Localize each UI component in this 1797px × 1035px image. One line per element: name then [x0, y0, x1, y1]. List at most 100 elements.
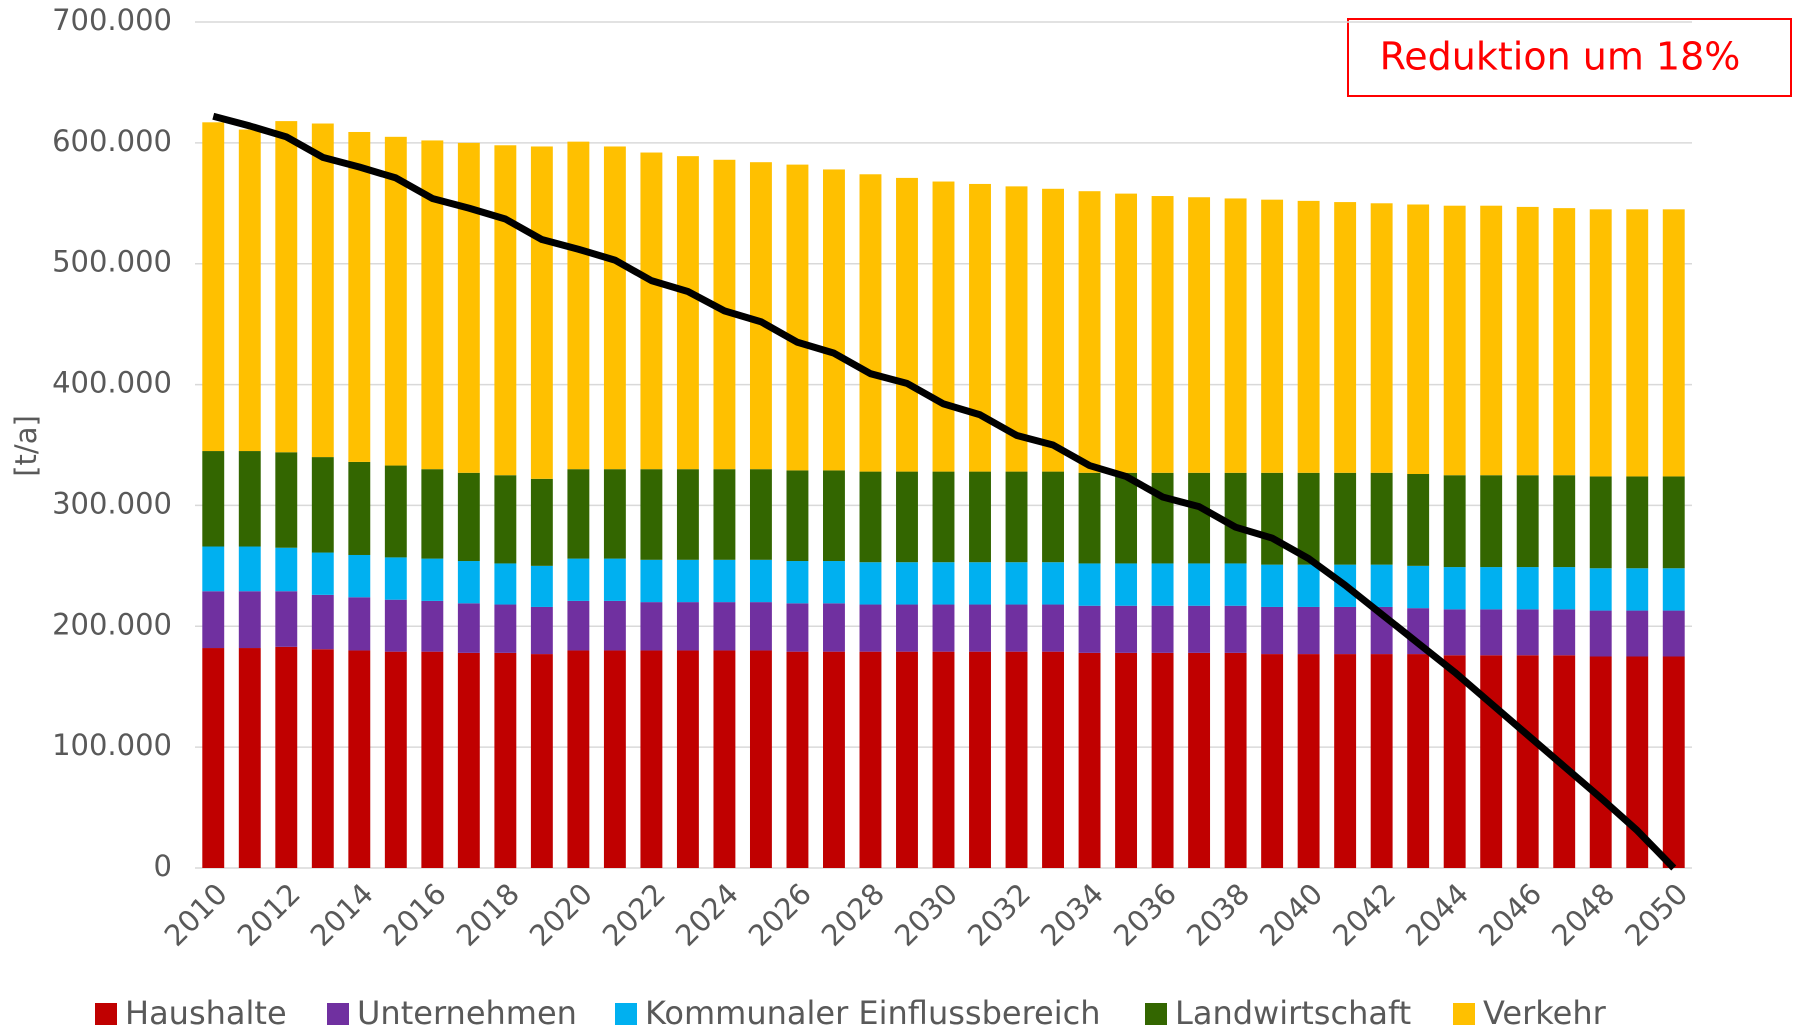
bar-segment — [1188, 605, 1211, 653]
bar-segment — [567, 558, 590, 601]
x-tick-label: 2024 — [669, 877, 745, 953]
bar-segment — [530, 146, 553, 479]
x-tick-label: 2044 — [1399, 877, 1475, 953]
bar-segment — [1626, 656, 1649, 868]
bar-segment — [1589, 209, 1612, 477]
x-tick-label: 2036 — [1107, 877, 1183, 953]
x-tick-label: 2046 — [1472, 877, 1548, 953]
bar-segment — [275, 547, 298, 592]
bar-segment — [530, 478, 553, 566]
bar-segment — [421, 558, 444, 601]
annotation-box — [1347, 18, 1792, 97]
legend-swatch — [327, 1003, 349, 1025]
x-tick-label: 2034 — [1034, 877, 1110, 953]
bar-segment — [238, 546, 261, 592]
bar-segment — [348, 554, 371, 598]
bar-segment — [1005, 604, 1028, 652]
bar-segment — [1516, 609, 1539, 656]
bar-segment — [1626, 568, 1649, 611]
bar-segment — [1115, 472, 1138, 564]
legend-swatch — [95, 1003, 117, 1025]
y-axis-label: [t/a] — [9, 415, 43, 477]
bar-segment — [1224, 563, 1247, 606]
bar-segment — [1078, 191, 1101, 473]
bar-segment — [932, 604, 955, 652]
bar-segment — [1115, 605, 1138, 653]
legend-label: Haushalte — [125, 994, 287, 1032]
bar-segment — [1005, 186, 1028, 472]
bar-segment — [1480, 609, 1503, 656]
bar-segment — [1589, 610, 1612, 657]
bar-segment — [603, 469, 626, 559]
bar-segment — [1005, 562, 1028, 605]
bar-segment — [896, 177, 918, 472]
bar-segment — [1151, 472, 1174, 564]
bar-segment — [421, 140, 444, 470]
x-tick-label: 2012 — [231, 877, 307, 953]
y-tick-label: 0 — [154, 849, 172, 883]
bar-segment — [384, 465, 407, 558]
bar-segment — [238, 648, 261, 868]
bar-segment — [932, 651, 955, 868]
bar-segment — [1151, 563, 1174, 606]
x-tick-label: 2026 — [742, 877, 818, 953]
bar-segment — [311, 649, 334, 868]
bar-segment — [1553, 567, 1576, 610]
bar-segment — [932, 181, 955, 472]
bar-segment — [202, 122, 225, 452]
bar-segment — [932, 562, 955, 605]
bar-segment — [1188, 563, 1211, 606]
bar-segment — [275, 121, 298, 453]
bar-segment — [1553, 208, 1576, 476]
bar-segment — [1480, 567, 1503, 610]
bar-segment — [1589, 476, 1612, 569]
bar-segment — [275, 646, 298, 868]
bar-segment — [1407, 654, 1430, 868]
total-line — [212, 112, 1677, 871]
bar-segment — [1115, 652, 1138, 868]
bar-segment — [896, 562, 918, 605]
bar-segment — [1042, 604, 1064, 652]
bar-segment — [421, 600, 444, 652]
x-tick-label: 2042 — [1326, 877, 1402, 953]
bar-segment — [1188, 652, 1211, 868]
bar-segment — [969, 604, 991, 652]
bar-segment — [348, 650, 371, 868]
bar-segment — [713, 650, 736, 868]
bar-segment — [823, 169, 845, 471]
bar-segment — [384, 651, 407, 868]
bar-segment — [969, 183, 991, 472]
bar-segment — [786, 651, 809, 868]
legend-label: Landwirtschaft — [1175, 994, 1411, 1032]
bar-segment — [238, 129, 261, 452]
legend-swatch — [615, 1003, 637, 1025]
bar-segment — [567, 600, 590, 651]
legend-label: Unternehmen — [357, 994, 577, 1032]
bar-segment — [1480, 655, 1503, 868]
bar-segment — [1626, 476, 1649, 569]
bar-segment — [1589, 568, 1612, 611]
bar-segment — [1370, 203, 1393, 473]
bar-segment — [202, 546, 225, 592]
bar-segment — [859, 651, 882, 868]
y-tick-label: 700.000 — [52, 3, 172, 37]
bar-segment — [494, 563, 517, 605]
bar-segment — [1443, 205, 1466, 476]
x-tick-label: 2014 — [304, 877, 380, 953]
y-tick-label: 600.000 — [52, 124, 172, 158]
bar-segment — [1224, 472, 1247, 564]
bar-segment — [749, 650, 772, 868]
bar-segment — [1005, 471, 1028, 563]
bar-segment — [603, 600, 626, 651]
x-tick-label: 2022 — [596, 877, 672, 953]
bar-segment — [1078, 472, 1101, 564]
bar-segment — [567, 141, 590, 470]
bar-segment — [1261, 472, 1284, 565]
bar-segment — [749, 602, 772, 651]
bar-segment — [1188, 472, 1211, 564]
bar-segment — [786, 470, 809, 562]
bar-segment — [530, 606, 553, 655]
bar-segment — [603, 558, 626, 601]
bar-segment — [1662, 610, 1685, 657]
bar-segment — [969, 471, 991, 563]
